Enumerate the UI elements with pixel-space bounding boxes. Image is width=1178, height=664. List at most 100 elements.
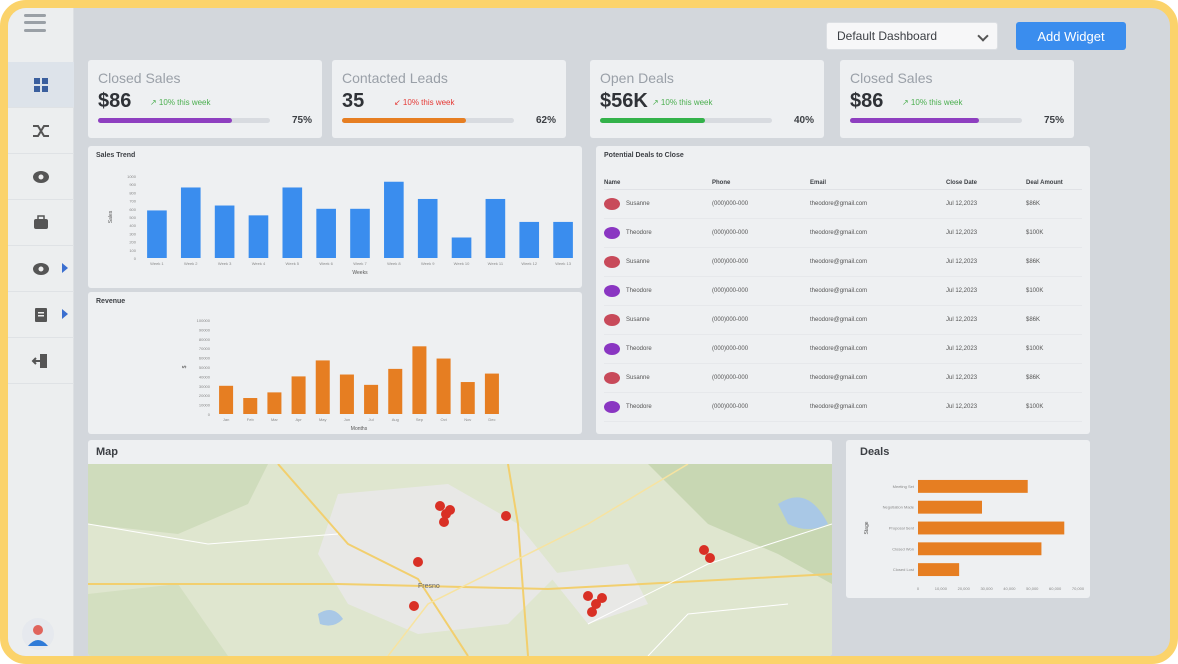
y-tick-label: 200 [129, 240, 136, 245]
bar[interactable] [918, 542, 1042, 556]
kpi-card[interactable]: Contacted Leads 35 ↙ 10% this week 62% [332, 60, 566, 138]
map-marker[interactable] [435, 501, 445, 511]
kpi-progress-track [600, 118, 772, 123]
dashboard-select[interactable]: Default Dashboard [826, 22, 998, 50]
bar[interactable] [918, 521, 1065, 535]
hamburger-menu-icon[interactable] [24, 12, 46, 34]
contact-avatar-dot [604, 227, 620, 239]
cell-close-date: Jul 12,2023 [946, 230, 978, 236]
kpi-card[interactable]: Open Deals $56K ↗ 10% this week 40% [590, 60, 824, 138]
bar[interactable] [316, 208, 336, 258]
bar[interactable] [519, 221, 540, 258]
bar[interactable] [243, 398, 258, 414]
y-tick-label: 90000 [199, 327, 211, 332]
map-marker[interactable] [705, 553, 715, 563]
bar[interactable] [388, 368, 403, 414]
bar[interactable] [484, 373, 499, 414]
map-marker[interactable] [445, 505, 455, 515]
sidebar-item-documents[interactable] [8, 292, 74, 338]
briefcase-icon [34, 214, 48, 229]
table-row[interactable]: Theodore (000)000-000 theodore@gmail.com… [604, 277, 1082, 306]
bar[interactable] [412, 346, 427, 414]
bar[interactable] [147, 210, 167, 258]
map-city-label: Fresno [418, 583, 440, 590]
table-row[interactable]: Susanne (000)000-000 theodore@gmail.com … [604, 190, 1082, 219]
contact-avatar-dot [604, 285, 620, 297]
bar[interactable] [248, 215, 269, 258]
map-title: Map [96, 446, 118, 458]
bar[interactable] [214, 205, 235, 258]
table-row[interactable]: Susanne (000)000-000 theodore@gmail.com … [604, 248, 1082, 277]
bar[interactable] [315, 360, 330, 414]
revenue-panel: Revenue 100000 90000 80000 70000 60000 50000 4… [88, 292, 582, 434]
map-urban-area [548, 564, 648, 624]
map-water [318, 610, 343, 626]
column-header-phone[interactable]: Phone [712, 179, 731, 186]
y-tick-label: Negotiation Made [883, 505, 915, 510]
kpi-card[interactable]: Closed Sales $86 ↗ 10% this week 75% [840, 60, 1074, 138]
table-row[interactable]: Theodore (000)000-000 theodore@gmail.com… [604, 219, 1082, 248]
column-header-name[interactable]: Name [604, 179, 621, 186]
bar[interactable] [918, 563, 960, 577]
bar[interactable] [364, 384, 379, 414]
bar[interactable] [350, 208, 370, 258]
map-view[interactable]: Fresno [88, 464, 832, 656]
map-marker[interactable] [439, 517, 449, 527]
table-row[interactable]: Theodore (000)000-000 theodore@gmail.com… [604, 335, 1082, 364]
map-marker[interactable] [409, 601, 419, 611]
y-tick-label: 30000 [199, 384, 211, 389]
sidebar-item-logout[interactable] [8, 338, 74, 384]
bar[interactable] [282, 187, 303, 258]
cell-name: Susanne [604, 198, 712, 210]
cell-email: theodore@gmail.com [810, 230, 868, 236]
bar[interactable] [339, 374, 354, 414]
bar[interactable] [553, 221, 573, 258]
map-marker[interactable] [413, 557, 423, 567]
cell-name: Theodore [604, 285, 712, 297]
kpi-percent: 75% [1043, 115, 1064, 126]
user-avatar[interactable] [22, 618, 54, 650]
bar[interactable] [417, 198, 438, 258]
bar[interactable] [436, 358, 451, 414]
bar[interactable] [219, 385, 234, 414]
sidebar-item-view-expand[interactable] [8, 246, 74, 292]
bar[interactable] [918, 479, 1028, 493]
sidebar-item-shuffle[interactable] [8, 108, 74, 154]
sidebar-item-briefcase[interactable] [8, 200, 74, 246]
bar[interactable] [180, 187, 201, 258]
cell-phone: (000)000-000 [712, 201, 749, 207]
kpi-progress-track [850, 118, 1022, 123]
column-header-close-date[interactable]: Close Date [946, 179, 978, 186]
bar[interactable] [291, 376, 306, 414]
cell-deal-amount: $100K [1026, 288, 1044, 294]
sidebar-item-dashboard[interactable] [8, 62, 74, 108]
map-marker[interactable] [583, 591, 593, 601]
revenue-title: Revenue [96, 298, 126, 305]
bar[interactable] [485, 198, 506, 258]
cell-phone: (000)000-000 [712, 288, 749, 294]
map-markers[interactable] [409, 501, 715, 617]
map-road [387, 464, 689, 656]
table-row[interactable]: Susanne (000)000-000 theodore@gmail.com … [604, 306, 1082, 335]
map-marker[interactable] [699, 545, 709, 555]
bar[interactable] [451, 237, 472, 259]
map-marker[interactable] [501, 511, 511, 521]
column-header-deal-amount[interactable]: Deal Amount [1026, 179, 1063, 186]
table-row[interactable]: Theodore (000)000-000 theodore@gmail.com… [604, 393, 1082, 422]
sidebar-item-view[interactable] [8, 154, 74, 200]
x-tick-label: 40,000 [1003, 586, 1016, 591]
map-marker[interactable] [597, 593, 607, 603]
potential-deals-panel: Potential Deals to Close Name Phone Emai… [596, 146, 1090, 434]
cell-phone: (000)000-000 [712, 317, 749, 323]
bar[interactable] [460, 382, 475, 414]
cell-name: Susanne [604, 314, 712, 326]
map-marker[interactable] [587, 607, 597, 617]
add-widget-button[interactable]: Add Widget [1016, 22, 1126, 50]
bar[interactable] [267, 392, 282, 414]
kpi-card[interactable]: Closed Sales $86 ↗ 10% this week 75% [88, 60, 322, 138]
table-row[interactable]: Susanne (000)000-000 theodore@gmail.com … [604, 364, 1082, 393]
bar[interactable] [918, 500, 982, 514]
kpi-title: Open Deals [600, 70, 674, 86]
column-header-email[interactable]: Email [810, 179, 827, 186]
bar[interactable] [384, 181, 404, 258]
